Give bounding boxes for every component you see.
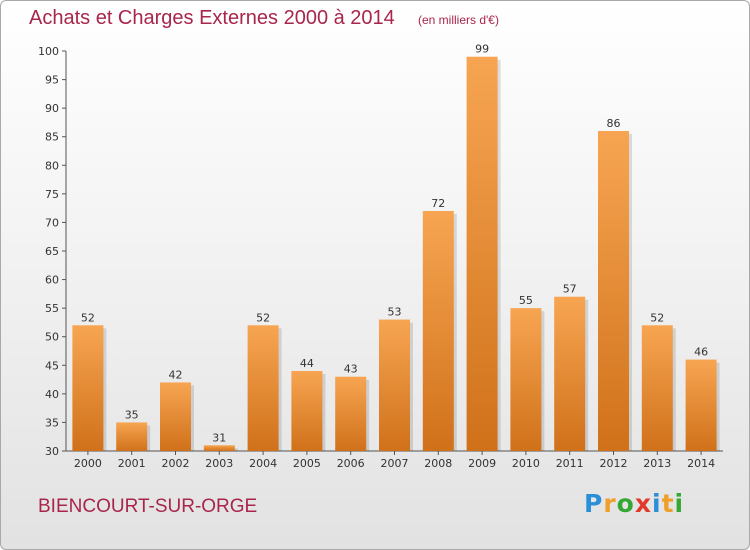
bar — [335, 376, 367, 451]
y-tick-label: 85 — [45, 131, 59, 144]
x-tick-label: 2014 — [687, 457, 715, 470]
bar — [72, 325, 104, 451]
bar — [466, 56, 498, 451]
data-label: 52 — [256, 311, 270, 324]
x-tick-label: 2008 — [424, 457, 452, 470]
brand-letter: P — [584, 489, 604, 518]
data-label: 44 — [300, 357, 314, 370]
chart-unit: (en milliers d'€) — [418, 13, 499, 27]
bar — [422, 211, 454, 451]
brand-logo: Proxiti — [584, 489, 684, 518]
y-tick-label: 55 — [45, 302, 59, 315]
y-tick-label: 100 — [38, 45, 59, 58]
x-tick-label: 2011 — [556, 457, 584, 470]
x-tick-label: 2012 — [600, 457, 628, 470]
x-tick-label: 2007 — [381, 457, 409, 470]
data-label: 46 — [694, 346, 708, 359]
x-tick-label: 2002 — [162, 457, 190, 470]
data-label: 31 — [212, 431, 226, 444]
y-tick-label: 90 — [45, 102, 59, 115]
commune-name: BIENCOURT-SUR-ORGE — [38, 496, 258, 517]
x-tick-label: 2000 — [74, 457, 102, 470]
bar — [291, 371, 323, 451]
bar — [247, 325, 279, 451]
x-tick-label: 2003 — [205, 457, 233, 470]
data-label: 52 — [81, 311, 95, 324]
bar — [641, 325, 673, 451]
y-tick-label: 75 — [45, 188, 59, 201]
brand-letter: i — [652, 489, 662, 518]
data-label: 35 — [125, 408, 139, 421]
data-label: 53 — [388, 306, 402, 319]
brand-letter: r — [603, 489, 617, 518]
bar — [160, 382, 191, 451]
brand-letter: t — [661, 489, 675, 518]
y-tick-label: 65 — [45, 245, 59, 258]
y-tick-label: 80 — [45, 159, 59, 172]
x-tick-label: 2006 — [337, 457, 365, 470]
bar — [379, 319, 410, 451]
y-tick-label: 95 — [45, 74, 59, 87]
brand-letter: i — [674, 489, 685, 518]
data-label: 57 — [563, 283, 577, 296]
y-tick-label: 35 — [45, 416, 59, 429]
x-tick-label: 2005 — [293, 457, 321, 470]
y-tick-label: 50 — [45, 331, 59, 344]
bar — [598, 131, 629, 451]
data-label: 43 — [344, 363, 358, 376]
bar — [685, 359, 717, 451]
brand-letter: x — [634, 489, 652, 518]
y-tick-label: 40 — [45, 388, 59, 401]
data-label: 72 — [431, 197, 445, 210]
bar — [116, 422, 148, 451]
data-label: 52 — [650, 311, 664, 324]
data-label: 99 — [475, 43, 489, 56]
y-tick-label: 45 — [45, 359, 59, 372]
bar — [510, 308, 542, 451]
x-tick-label: 2013 — [643, 457, 671, 470]
y-tick-label: 70 — [45, 216, 59, 229]
data-label: 55 — [519, 294, 533, 307]
x-tick-label: 2009 — [468, 457, 496, 470]
data-label: 86 — [607, 117, 621, 130]
y-tick-label: 60 — [45, 274, 59, 287]
bar — [554, 296, 586, 451]
chart-title: Achats et Charges Externes 2000 à 2014 — [29, 7, 395, 29]
brand-letter: o — [616, 489, 635, 518]
x-tick-label: 2001 — [118, 457, 146, 470]
x-tick-label: 2004 — [249, 457, 277, 470]
bar — [203, 445, 235, 451]
y-tick-label: 30 — [45, 445, 59, 458]
data-label: 42 — [169, 368, 183, 381]
x-tick-label: 2010 — [512, 457, 540, 470]
